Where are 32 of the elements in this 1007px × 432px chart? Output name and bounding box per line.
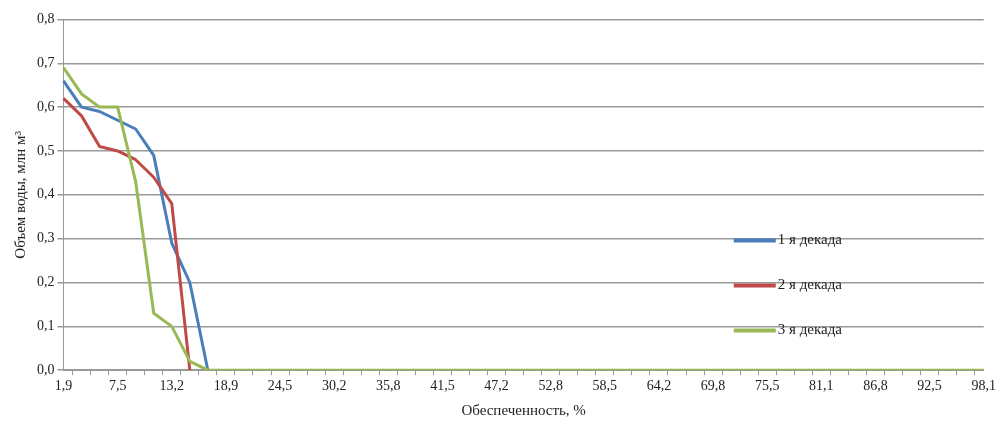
y-tick-label: 0,3 xyxy=(37,230,55,246)
x-tick-label: 47,2 xyxy=(484,378,509,394)
x-tick-label: 98,1 xyxy=(971,378,996,394)
x-tick-label: 64,2 xyxy=(646,378,672,394)
legend-label: 3 я декада xyxy=(777,321,843,338)
x-tick-label: 92,5 xyxy=(917,378,942,394)
x-tick-label: 30,2 xyxy=(321,378,347,394)
legend-label: 2 я декада xyxy=(777,276,843,293)
y-axis-title: Объем воды, млн м³ xyxy=(11,130,28,259)
x-tick-label: 58,5 xyxy=(592,378,618,394)
x-tick-label: 86,8 xyxy=(863,378,888,394)
x-tick-label: 1,9 xyxy=(54,378,73,394)
y-tick-label: 0,6 xyxy=(37,98,55,114)
x-tick-label: 35,8 xyxy=(376,378,401,394)
x-tick-label: 41,5 xyxy=(430,378,455,394)
y-tick-label: 0,1 xyxy=(37,318,55,334)
x-axis-title: Обеспеченность, % xyxy=(461,401,586,418)
y-tick-label: 0,7 xyxy=(37,54,55,70)
y-tick-label: 0,5 xyxy=(37,142,55,158)
x-tick-label: 75,5 xyxy=(754,378,780,394)
y-tick-label: 0,2 xyxy=(37,274,55,290)
y-tick-label: 0,4 xyxy=(37,186,55,202)
x-tick-label: 24,5 xyxy=(267,378,293,394)
x-tick-label: 13,2 xyxy=(159,378,185,394)
y-tick-label: 0,0 xyxy=(37,361,55,377)
x-tick-label: 52,8 xyxy=(538,378,563,394)
legend-label: 1 я декада xyxy=(777,231,843,248)
x-tick-label: 7,5 xyxy=(108,378,127,394)
x-tick-label: 81,1 xyxy=(809,378,834,394)
x-tick-label: 69,8 xyxy=(700,378,726,394)
y-tick-label: 0,8 xyxy=(37,11,55,27)
x-tick-label: 18,9 xyxy=(213,378,239,394)
